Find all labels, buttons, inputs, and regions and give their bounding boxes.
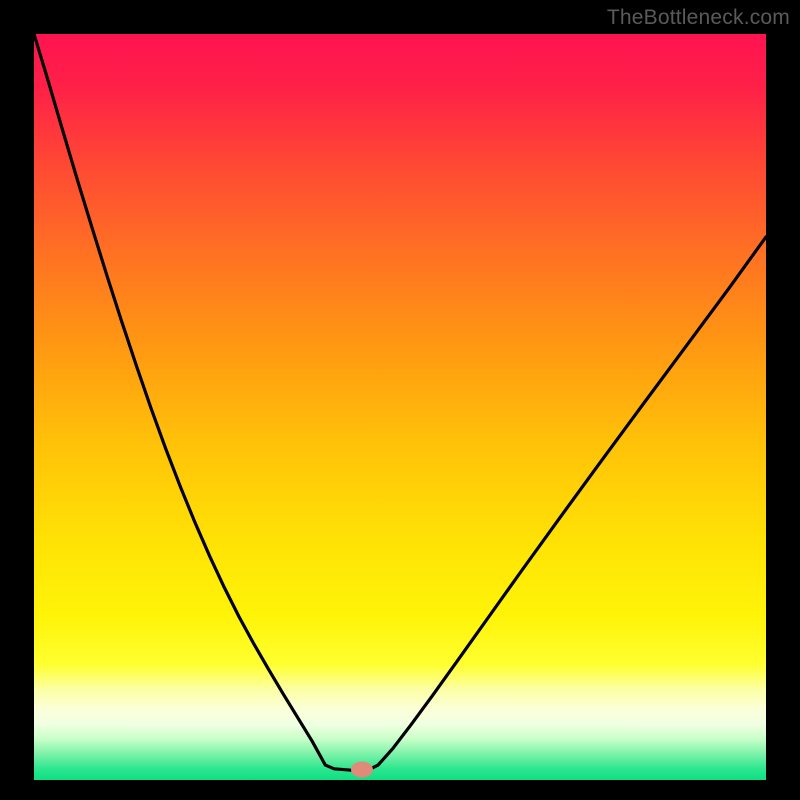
bottleneck-chart-svg xyxy=(0,0,800,800)
optimal-point-marker xyxy=(351,762,373,778)
chart-stage: TheBottleneck.com xyxy=(0,0,800,800)
watermark-text: TheBottleneck.com xyxy=(607,6,790,30)
gradient-background xyxy=(34,34,766,780)
